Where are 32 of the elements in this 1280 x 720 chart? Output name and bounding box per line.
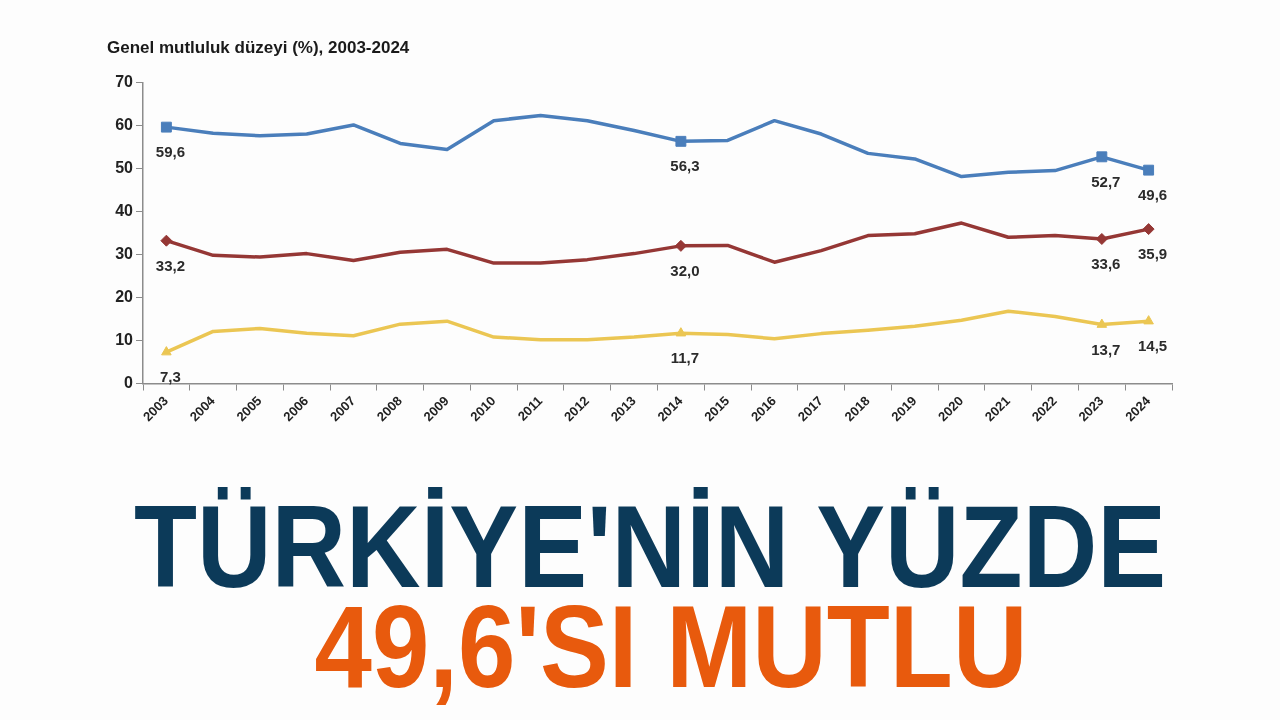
y-tick-label: 60 <box>115 115 134 133</box>
data-label: 14,5 <box>1138 337 1168 355</box>
y-tick-label: 40 <box>115 201 134 219</box>
data-label: 52,7 <box>1091 172 1121 190</box>
point <box>675 135 687 147</box>
point <box>674 239 687 252</box>
point <box>1096 318 1108 328</box>
y-tick-label: 50 <box>115 158 134 176</box>
data-label: 32,0 <box>670 262 700 280</box>
data-label: 35,9 <box>1138 245 1168 263</box>
data-label: 33,2 <box>155 256 185 274</box>
point <box>161 346 172 356</box>
y-tick-label: 0 <box>124 373 134 391</box>
point <box>160 121 172 133</box>
y-tick-label: 70 <box>115 72 134 90</box>
data-label: 7,3 <box>159 368 181 386</box>
chart-title: Genel mutluluk düzeyi (%), 2003-2024 <box>107 37 410 57</box>
point <box>1096 151 1108 163</box>
data-label: 33,6 <box>1091 255 1121 273</box>
y-tick-label: 10 <box>115 330 134 348</box>
point <box>675 327 687 337</box>
data-label: 59,6 <box>155 143 185 161</box>
data-label: 13,7 <box>1091 340 1121 358</box>
data-label: 56,3 <box>670 157 700 175</box>
point <box>160 234 173 247</box>
point <box>1142 223 1155 236</box>
y-tick-label: 30 <box>115 244 134 262</box>
point <box>1143 315 1154 325</box>
data-label: 11,7 <box>670 349 700 367</box>
point <box>1143 164 1155 176</box>
data-label: 49,6 <box>1138 186 1168 204</box>
y-tick-label: 20 <box>115 287 134 305</box>
